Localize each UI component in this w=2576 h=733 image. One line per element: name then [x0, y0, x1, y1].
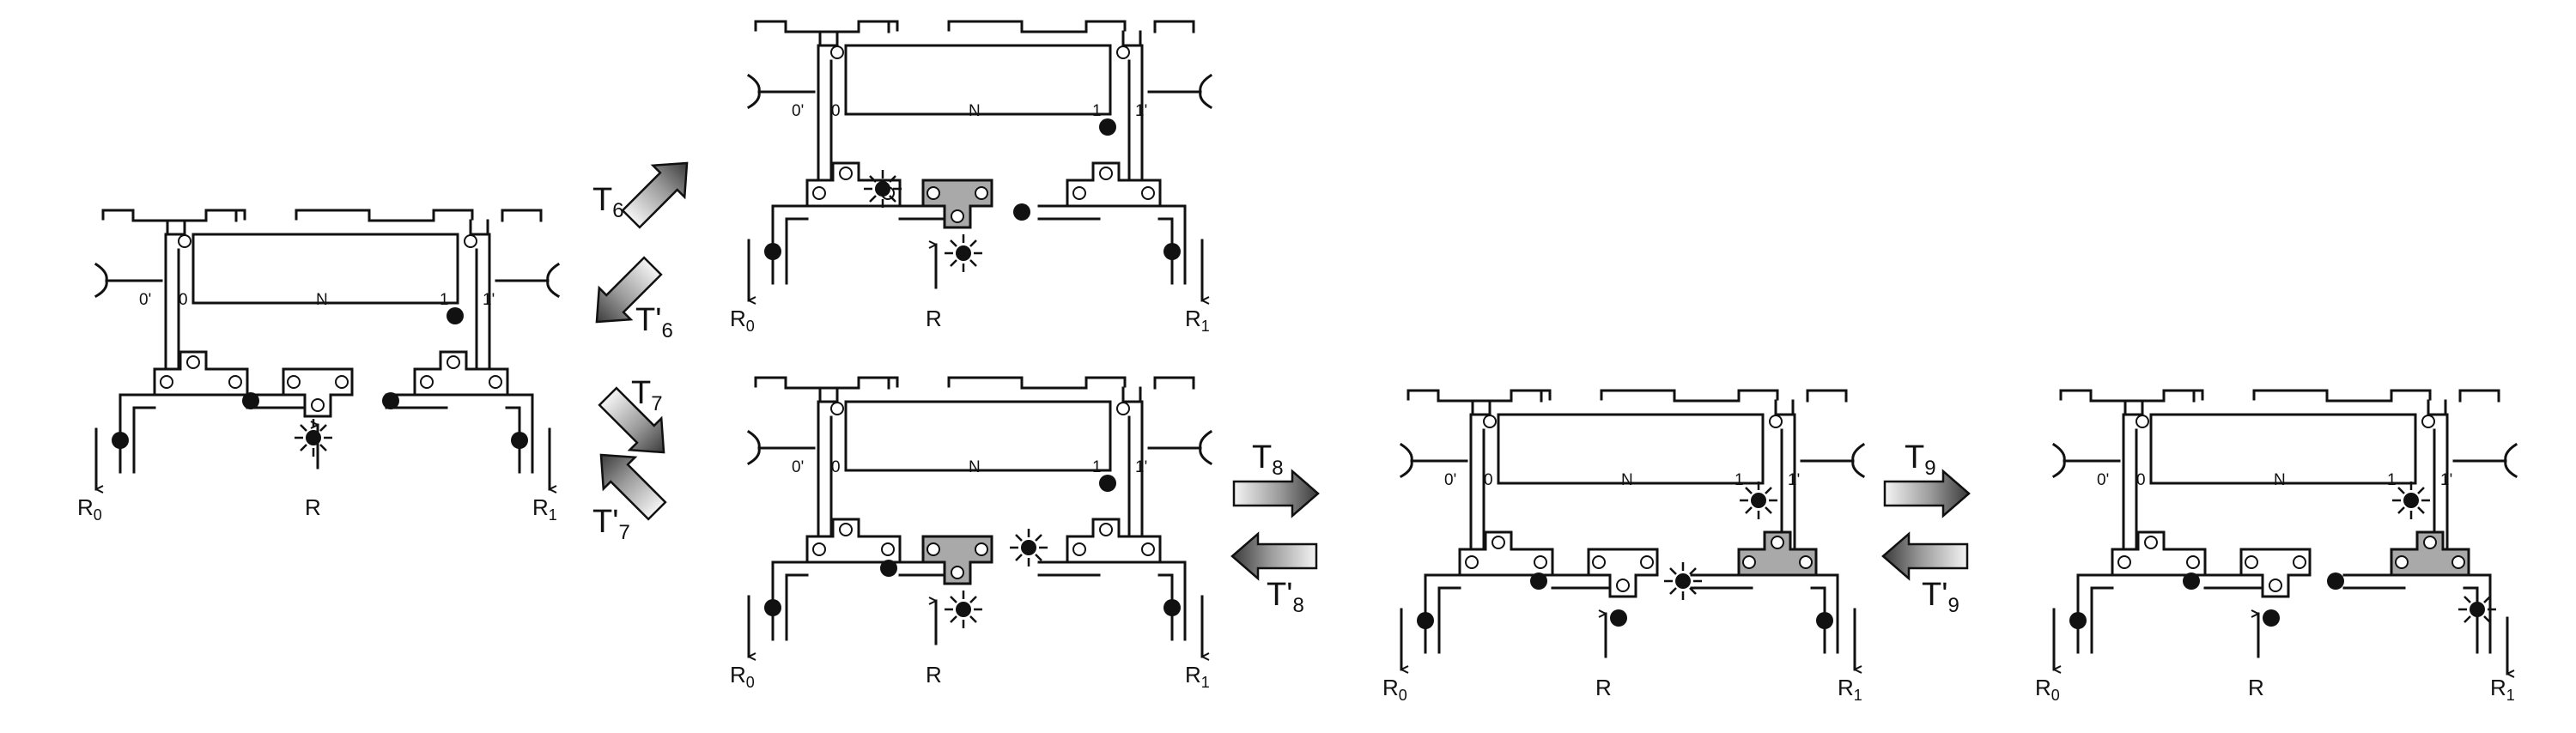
label-R1: R1	[532, 494, 557, 524]
label-R: R	[2248, 675, 2264, 700]
label-R1: R1	[1185, 306, 1210, 335]
label-N: N	[1621, 471, 1633, 489]
transition-T8-arrow	[1232, 469, 1320, 518]
label-R: R	[305, 494, 321, 520]
label-0: 0	[831, 102, 841, 120]
label-R0: R0	[1382, 675, 1407, 704]
transition-T9-arrow	[1883, 469, 1971, 518]
transition-T7-prime-label: T'7	[592, 504, 630, 544]
label-R0: R0	[730, 662, 755, 691]
transition-T9-prime-arrow	[1881, 531, 1969, 581]
label-R0: R0	[730, 306, 755, 335]
label-1: 1	[1092, 458, 1102, 476]
label-N: N	[316, 291, 328, 309]
label-N: N	[969, 458, 981, 476]
transition-T8-prime-label: T'8	[1267, 577, 1304, 617]
label-1: 1	[2387, 471, 2397, 489]
label-R: R	[1595, 675, 1612, 700]
transition-T7-label: T7	[631, 375, 663, 415]
label-0-prime: 0'	[1444, 471, 1456, 489]
transition-T9-prime-label: T'9	[1922, 577, 1959, 617]
label-R0: R0	[77, 494, 102, 524]
label-R: R	[926, 306, 942, 331]
label-N: N	[2274, 471, 2286, 489]
transition-T7-arrow	[598, 386, 665, 454]
label-R0: R0	[2035, 675, 2060, 704]
label-1: 1	[1092, 102, 1102, 120]
label-1-prime: 1'	[1135, 102, 1147, 120]
transition-T6-arrow	[621, 161, 689, 229]
label-0-prime: 0'	[792, 458, 804, 476]
label-0: 0	[831, 458, 841, 476]
label-1-prime: 1'	[1135, 458, 1147, 476]
transition-T7-prime-arrow	[599, 453, 667, 521]
label-R1: R1	[2490, 675, 2515, 704]
label-1-prime: 1'	[1788, 471, 1800, 489]
label-R: R	[926, 662, 942, 688]
configuration-5: 0' 0 N 1 1' R R0 R1	[2035, 389, 2518, 704]
transition-T9-label: T9	[1905, 439, 1936, 480]
configuration-4: 0' 0 N 1 1' R R0 R1	[1382, 389, 1865, 704]
label-0: 0	[1484, 471, 1493, 489]
transition-T8-prime-arrow	[1230, 531, 1318, 581]
transition-T6-prime-label: T'6	[635, 302, 673, 342]
configuration-1: 0' 0 N 1 1' R R0 R1	[77, 209, 560, 524]
label-N: N	[969, 102, 981, 120]
label-1: 1	[1735, 471, 1744, 489]
label-1-prime: 1'	[2440, 471, 2452, 489]
label-0-prime: 0'	[139, 291, 151, 309]
configuration-2: 0' 0 N 1 1' R R0 R1	[730, 20, 1212, 335]
label-0-prime: 0'	[792, 102, 804, 120]
label-R1: R1	[1185, 662, 1210, 691]
transition-T6-prime-arrow	[595, 256, 663, 324]
label-0: 0	[2136, 471, 2146, 489]
label-0: 0	[179, 291, 188, 309]
label-1: 1	[440, 291, 449, 309]
configuration-3: 0' 0 N 1 1' R R0 R1	[730, 376, 1212, 691]
transition-T8-label: T8	[1252, 439, 1284, 480]
label-1-prime: 1'	[483, 291, 495, 309]
label-0-prime: 0'	[2097, 471, 2109, 489]
label-R1: R1	[1838, 675, 1862, 704]
transition-T6-label: T6	[592, 182, 624, 222]
